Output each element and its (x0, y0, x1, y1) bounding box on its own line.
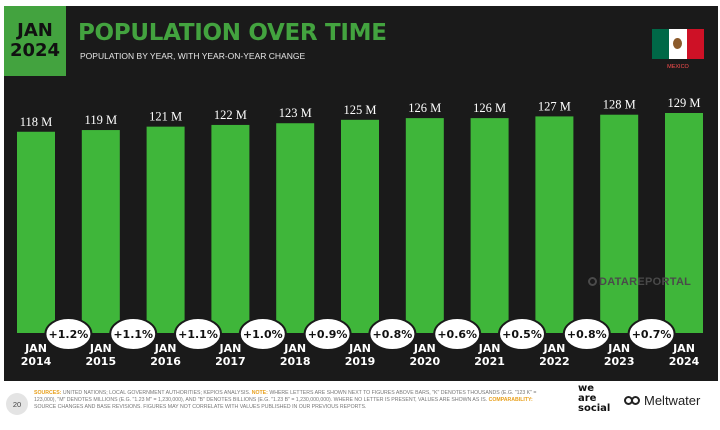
bar-value-label: 122 M (214, 108, 247, 122)
sources-note: SOURCES: UNITED NATIONS; LOCAL GOVERNMEN… (34, 390, 554, 412)
x-tick-label: JAN (154, 342, 177, 355)
x-tick-label: 2016 (150, 355, 181, 368)
change-label: +0.5% (502, 328, 542, 341)
x-tick-label: JAN (218, 342, 241, 355)
bar-value-label: 121 M (149, 110, 182, 124)
change-label: +1.0% (243, 328, 283, 341)
page-title: POPULATION OVER TIME (78, 20, 387, 46)
change-label: +0.8% (373, 328, 413, 341)
x-tick-label: JAN (89, 342, 112, 355)
datareportal-logo-icon (588, 277, 597, 286)
bar (535, 116, 574, 333)
page-subtitle: POPULATION BY YEAR, WITH YEAR-ON-YEAR CH… (80, 51, 306, 61)
watermark-text: DATAREPORTAL (599, 276, 692, 288)
x-tick-label: JAN (348, 342, 371, 355)
date-badge: JAN 2024 (4, 6, 66, 76)
change-bubble (627, 317, 676, 351)
x-tick-label: 2022 (539, 355, 570, 368)
x-tick-label: JAN (672, 342, 695, 355)
badge-year: 2024 (9, 40, 61, 61)
bar (81, 130, 120, 333)
bar-value-label: 129 M (668, 96, 701, 110)
x-tick-label: 2017 (215, 355, 246, 368)
bar (405, 118, 444, 334)
x-tick-label: JAN (542, 342, 565, 355)
meltwater-icon (624, 395, 642, 406)
change-label: +0.6% (437, 328, 477, 341)
bar-value-label: 119 M (85, 113, 118, 127)
bar (146, 126, 185, 334)
change-label: +0.7% (632, 328, 672, 341)
country-label: MEXICO (667, 64, 689, 70)
bar (276, 123, 315, 333)
x-tick-label: JAN (24, 342, 47, 355)
sources-label: SOURCES: (34, 390, 62, 396)
change-bubble (174, 317, 222, 351)
change-label: +0.9% (308, 328, 348, 341)
change-bubble (368, 317, 417, 351)
x-tick-label: JAN (413, 342, 436, 355)
x-tick-label: 2014 (21, 355, 52, 368)
watermark: DATAREPORTAL (588, 276, 691, 288)
bar (600, 114, 639, 333)
bar-value-label: 123 M (279, 106, 312, 120)
change-bubble (562, 317, 611, 351)
x-tick-label: 2019 (345, 355, 376, 368)
change-label: +1.1% (113, 328, 153, 341)
bar-value-label: 125 M (344, 103, 377, 117)
meltwater-logo: Meltwater (624, 393, 700, 408)
brand-line-2: are (578, 393, 597, 404)
brand-line-1: we (578, 383, 595, 394)
bar (211, 124, 250, 333)
mexico-flag-icon (652, 29, 704, 59)
change-label: +1.2% (49, 328, 89, 341)
x-tick-label: JAN (478, 342, 501, 355)
note-label: NOTE: (251, 390, 268, 396)
comparability-text: SOURCE CHANGES AND BASE REVISIONS. FIGUR… (34, 404, 367, 411)
footer: 20 SOURCES: UNITED NATIONS; LOCAL GOVERN… (0, 381, 720, 430)
brand-line-3: social (578, 403, 611, 414)
page-number: 20 (6, 393, 28, 415)
note-text: WHERE LETTERS ARE SHOWN NEXT TO FIGURES … (34, 390, 537, 404)
change-label: +1.1% (178, 328, 218, 341)
bar-value-label: 126 M (408, 101, 441, 115)
sources-text: UNITED NATIONS; LOCAL GOVERNMENT AUTHORI… (61, 390, 252, 396)
bar (665, 113, 703, 333)
x-tick-label: 2024 (669, 355, 700, 368)
x-tick-label: 2015 (85, 355, 116, 368)
bar (17, 131, 55, 333)
bar-value-label: 128 M (603, 98, 636, 112)
badge-month: JAN (17, 20, 53, 41)
x-tick-label: JAN (283, 342, 306, 355)
x-tick-label: JAN (607, 342, 630, 355)
comparability-label: COMPARABILITY: (488, 397, 533, 404)
bar-value-label: 127 M (538, 99, 571, 113)
bar (341, 119, 379, 333)
x-tick-label: 2021 (474, 355, 505, 368)
x-tick-label: 2020 (409, 355, 440, 368)
bar-value-label: 126 M (473, 101, 506, 115)
change-bubble (44, 317, 93, 351)
change-bubble (238, 317, 287, 351)
bar-value-label: 118 M (20, 115, 53, 129)
x-tick-label: 2018 (280, 355, 311, 368)
we-are-social-logo: we are social (578, 384, 610, 414)
change-bubble (109, 317, 158, 351)
x-tick-label: 2023 (604, 355, 635, 368)
change-label: +0.8% (567, 328, 607, 341)
change-bubble (303, 317, 352, 351)
bar (470, 118, 509, 334)
change-bubble (433, 317, 482, 351)
meltwater-text: Meltwater (644, 393, 701, 408)
change-bubble (498, 317, 546, 351)
